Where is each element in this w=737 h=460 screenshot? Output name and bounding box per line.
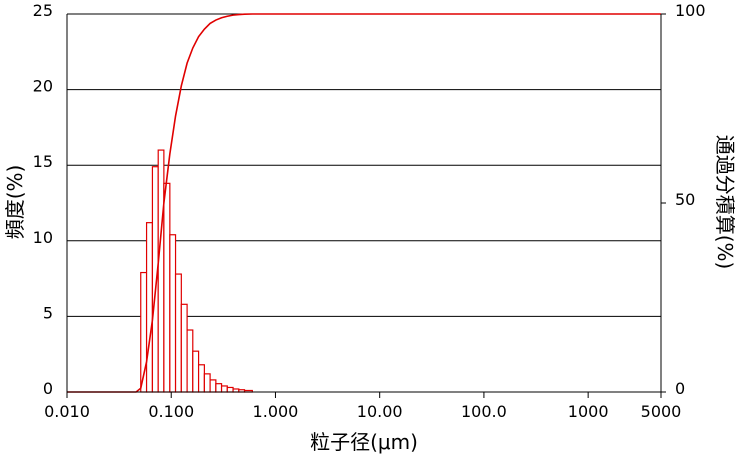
y-axis-left-label: 頻度(%) xyxy=(3,165,27,240)
x-tick-label: 0.100 xyxy=(148,402,194,421)
tick-labels: 0.010 0.100 1.000 10.00 100.0 1000 50000510152… xyxy=(33,1,706,421)
y-axis-right-label: 通過分積算(%) xyxy=(713,135,737,270)
y-left-tick-label: 10 xyxy=(33,228,53,247)
histogram-bar xyxy=(163,182,171,393)
y-left-tick-label: 5 xyxy=(43,303,53,322)
histogram-bar xyxy=(169,234,177,393)
histogram-bar xyxy=(145,222,154,393)
y-left-tick-label: 20 xyxy=(33,77,53,96)
x-tick-label: 5000 xyxy=(641,402,682,421)
cumulative-curve xyxy=(67,13,661,393)
histogram-bar xyxy=(215,383,223,393)
x-tick-label: 1000 xyxy=(568,402,609,421)
y-right-tick-label: 50 xyxy=(675,190,695,209)
y-left-tick-label: 0 xyxy=(43,379,53,398)
axes xyxy=(66,13,666,398)
y-left-tick-label: 15 xyxy=(33,152,53,171)
histogram-bar xyxy=(203,373,211,393)
y-right-tick-label: 100 xyxy=(675,1,706,20)
x-axis-label: 粒子径(μm) xyxy=(310,430,418,454)
x-tick-label: 1.000 xyxy=(253,402,299,421)
x-tick-label: 100.0 xyxy=(461,402,507,421)
y-left-tick-label: 25 xyxy=(33,1,53,20)
y-right-tick-label: 0 xyxy=(675,379,685,398)
histogram-bar xyxy=(220,385,228,393)
histogram-bar xyxy=(174,273,182,393)
histogram-bar xyxy=(180,303,188,393)
histogram-bar xyxy=(192,350,200,393)
histogram-bar xyxy=(197,364,205,393)
histogram-bar xyxy=(186,329,194,393)
x-tick-label: 10.00 xyxy=(357,402,403,421)
histogram-bar xyxy=(209,379,217,393)
histogram-bar xyxy=(226,386,234,393)
histogram-bar xyxy=(157,149,165,393)
x-tick-label: 0.010 xyxy=(44,402,90,421)
